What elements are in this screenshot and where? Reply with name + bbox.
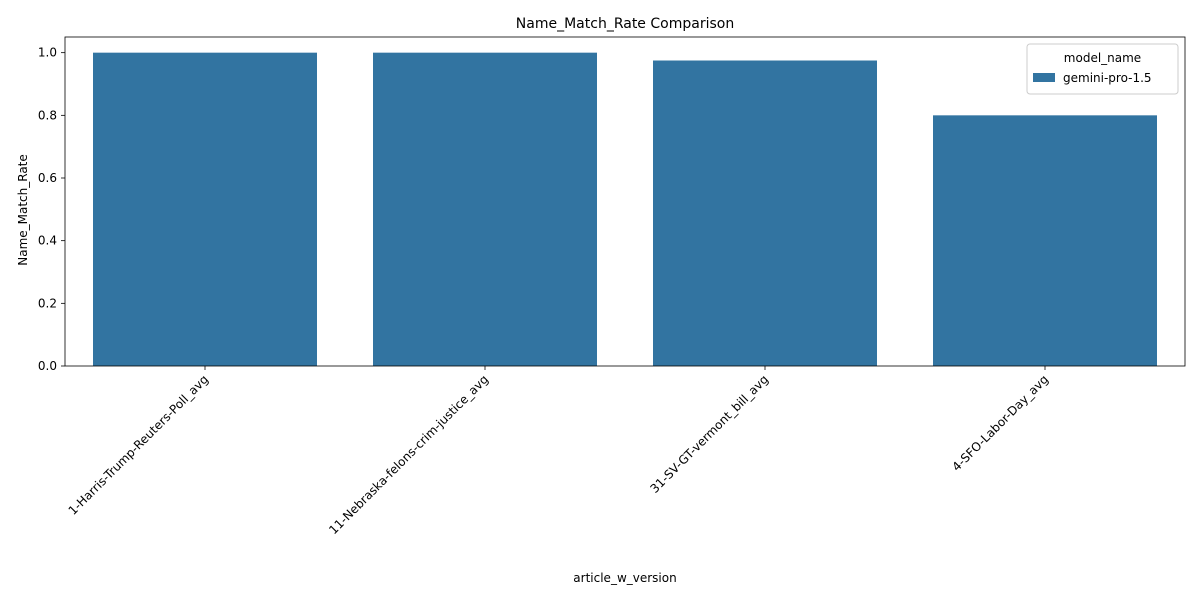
plot-frame xyxy=(64,36,1186,367)
legend: model_name gemini-pro-1.5 xyxy=(1026,43,1179,95)
bar xyxy=(933,115,1157,366)
bar xyxy=(653,60,877,366)
y-tick-label: 0.6 xyxy=(38,171,57,185)
bar xyxy=(373,52,597,367)
y-tick-label: 0.0 xyxy=(38,359,57,373)
y-tick-label: 0.8 xyxy=(38,108,57,122)
legend-entry-label: gemini-pro-1.5 xyxy=(1063,71,1152,85)
y-axis-label: Name_Match_Rate xyxy=(16,154,30,266)
x-tick-label: 4-SFO-Labor-Day_avg xyxy=(949,372,1051,474)
x-tick-label: 31-SV-GT-vermont_bill_avg xyxy=(647,372,771,496)
legend-title: model_name xyxy=(1064,51,1141,65)
y-tick-label: 0.2 xyxy=(38,296,57,310)
y-tick-label: 1.0 xyxy=(38,46,57,60)
bar xyxy=(93,52,317,367)
chart-title: Name_Match_Rate Comparison xyxy=(516,16,734,32)
legend-swatch xyxy=(1033,73,1055,82)
y-tick-label: 0.4 xyxy=(38,234,57,248)
x-axis-label: article_w_version xyxy=(573,571,676,585)
legend-frame xyxy=(1026,43,1179,95)
x-tick-label: 11-Nebraska-felons-crim-justice_avg xyxy=(326,372,491,537)
plot-area: 1-Harris-Trump-Reuters-Poll_avg 11-Nebras… xyxy=(38,46,1157,537)
x-tick-label: 1-Harris-Trump-Reuters-Poll_avg xyxy=(66,372,212,518)
legend-entries: gemini-pro-1.5 xyxy=(1033,71,1152,85)
